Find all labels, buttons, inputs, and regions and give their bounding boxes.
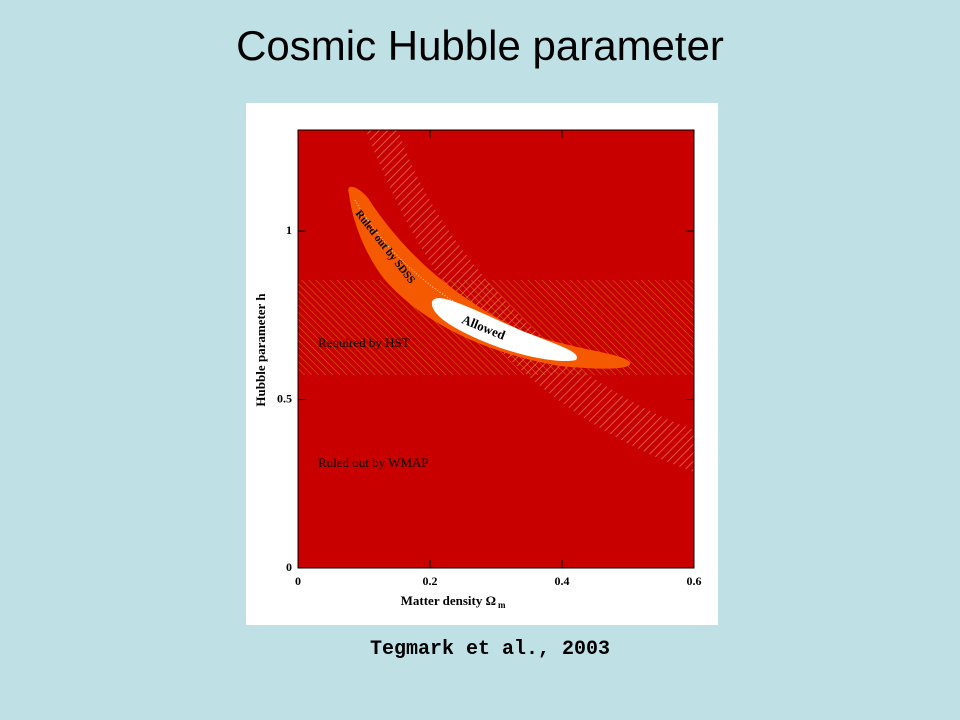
- x-tick-label: 0.2: [423, 574, 438, 588]
- x-axis-label-subscript: m: [498, 600, 506, 610]
- plot-frame: [297, 129, 695, 569]
- y-tick-label: 1: [286, 223, 292, 237]
- y-tick-label: 0: [286, 560, 292, 574]
- x-axis-label: Matter density Ω: [401, 593, 496, 608]
- x-tick-label: 0.4: [555, 574, 570, 588]
- annotation: Ruled out by WMAP: [318, 455, 429, 470]
- sdss-band: [366, 130, 694, 472]
- degeneracy-line: [354, 199, 561, 351]
- x-tick-label: 0.6: [687, 574, 702, 588]
- x-tick-label: 0: [295, 574, 301, 588]
- caption: Tegmark et al., 2003: [370, 638, 611, 661]
- annotation: Required by HST: [318, 335, 410, 350]
- allowed-region: [431, 298, 577, 362]
- slide-title: Cosmic Hubble parameter: [236, 22, 724, 69]
- plot-area: [298, 130, 694, 568]
- y-tick-label: 0.5: [277, 391, 292, 405]
- y-axis-label: Hubble parameter h: [253, 293, 268, 407]
